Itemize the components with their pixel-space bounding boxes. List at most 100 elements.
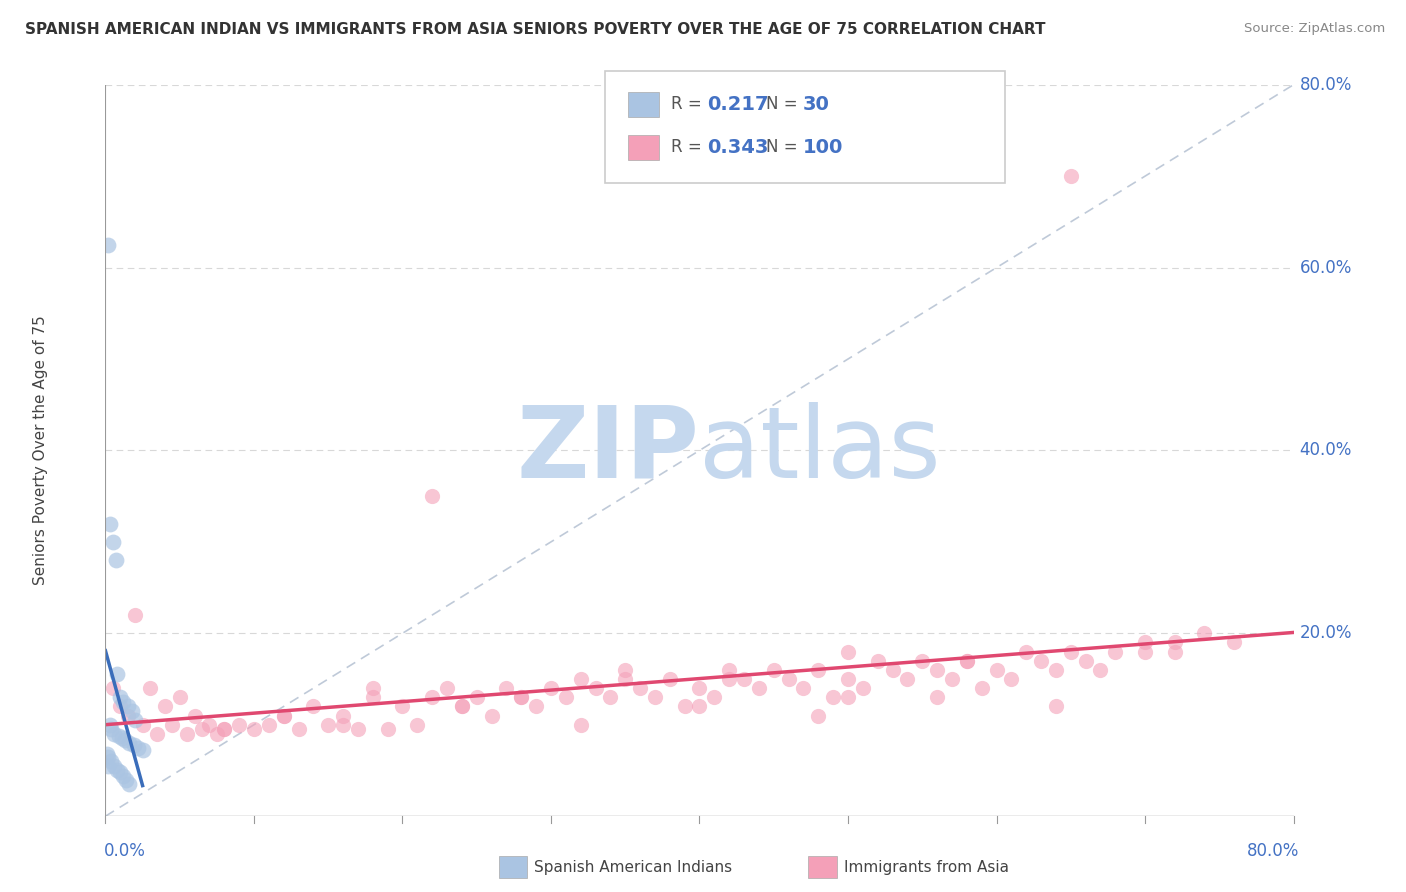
Point bbox=[1000, 672, 1022, 686]
Point bbox=[1164, 644, 1187, 658]
Text: N =: N = bbox=[766, 138, 803, 156]
Point bbox=[103, 727, 125, 741]
Point bbox=[1194, 626, 1216, 640]
Point bbox=[257, 717, 280, 731]
Point bbox=[111, 731, 134, 746]
Point bbox=[554, 690, 576, 705]
Point bbox=[273, 708, 295, 723]
Point bbox=[837, 644, 859, 658]
Point bbox=[105, 667, 128, 681]
Point bbox=[104, 553, 127, 567]
Point bbox=[420, 690, 443, 705]
Point bbox=[97, 749, 120, 764]
Point bbox=[970, 681, 993, 696]
Point bbox=[108, 729, 131, 743]
Point bbox=[1045, 663, 1067, 677]
Point bbox=[131, 717, 153, 731]
Point bbox=[121, 704, 143, 718]
Point bbox=[122, 738, 145, 752]
Point bbox=[96, 747, 118, 761]
Point bbox=[866, 654, 889, 668]
Text: Seniors Poverty Over the Age of 75: Seniors Poverty Over the Age of 75 bbox=[32, 316, 48, 585]
Point bbox=[1074, 654, 1097, 668]
Point bbox=[228, 717, 250, 731]
Point bbox=[585, 681, 607, 696]
Text: SPANISH AMERICAN INDIAN VS IMMIGRANTS FROM ASIA SENIORS POVERTY OVER THE AGE OF : SPANISH AMERICAN INDIAN VS IMMIGRANTS FR… bbox=[25, 22, 1046, 37]
Point bbox=[198, 717, 221, 731]
Point bbox=[896, 672, 918, 686]
Point bbox=[703, 690, 725, 705]
Text: R =: R = bbox=[671, 95, 707, 113]
Text: Spanish American Indians: Spanish American Indians bbox=[534, 860, 733, 874]
Point bbox=[986, 663, 1008, 677]
Point bbox=[191, 723, 214, 737]
Point bbox=[1133, 644, 1156, 658]
Point bbox=[762, 663, 785, 677]
Point bbox=[1104, 644, 1126, 658]
Point bbox=[118, 736, 141, 750]
Point bbox=[941, 672, 963, 686]
Point bbox=[391, 699, 413, 714]
Point bbox=[748, 681, 770, 696]
Point bbox=[112, 695, 135, 709]
Text: Source: ZipAtlas.com: Source: ZipAtlas.com bbox=[1244, 22, 1385, 36]
Point bbox=[98, 516, 121, 531]
Point bbox=[852, 681, 875, 696]
Point bbox=[131, 743, 153, 757]
Point bbox=[146, 727, 169, 741]
Point bbox=[1090, 663, 1112, 677]
Point bbox=[124, 608, 146, 623]
Point bbox=[614, 672, 637, 686]
Text: 60.0%: 60.0% bbox=[1299, 259, 1351, 277]
Point bbox=[524, 699, 547, 714]
Point bbox=[1029, 654, 1052, 668]
Point bbox=[214, 723, 236, 737]
Point bbox=[599, 690, 621, 705]
Point bbox=[689, 681, 711, 696]
Point bbox=[124, 713, 146, 727]
Point bbox=[1060, 169, 1083, 184]
Text: 100: 100 bbox=[803, 137, 844, 157]
Text: atlas: atlas bbox=[700, 402, 941, 499]
Point bbox=[100, 723, 122, 737]
Point bbox=[450, 699, 472, 714]
Point bbox=[1045, 699, 1067, 714]
Point bbox=[110, 765, 132, 780]
Point bbox=[243, 723, 266, 737]
Point bbox=[287, 723, 309, 737]
Point bbox=[911, 654, 934, 668]
Point bbox=[510, 690, 533, 705]
Point bbox=[807, 708, 830, 723]
Text: 0.217: 0.217 bbox=[707, 95, 769, 114]
Point bbox=[465, 690, 488, 705]
Point bbox=[956, 654, 979, 668]
Point bbox=[1223, 635, 1246, 649]
Point bbox=[302, 699, 325, 714]
Text: 20.0%: 20.0% bbox=[1299, 624, 1353, 642]
Point bbox=[481, 708, 503, 723]
Point bbox=[139, 681, 162, 696]
Point bbox=[927, 690, 949, 705]
Point bbox=[114, 733, 136, 747]
Point bbox=[97, 759, 120, 773]
Point bbox=[377, 723, 399, 737]
Point bbox=[807, 663, 830, 677]
Point bbox=[105, 764, 128, 778]
Point bbox=[205, 727, 228, 741]
Point bbox=[332, 717, 354, 731]
Point bbox=[406, 717, 429, 731]
Text: Immigrants from Asia: Immigrants from Asia bbox=[844, 860, 1008, 874]
Point bbox=[101, 534, 124, 549]
Point bbox=[792, 681, 814, 696]
Point bbox=[1133, 635, 1156, 649]
Point bbox=[837, 672, 859, 686]
Point bbox=[332, 708, 354, 723]
Point bbox=[956, 654, 979, 668]
Point bbox=[495, 681, 517, 696]
Point bbox=[1164, 635, 1187, 649]
Text: ZIP: ZIP bbox=[516, 402, 700, 499]
Point bbox=[882, 663, 904, 677]
Text: 40.0%: 40.0% bbox=[1299, 442, 1351, 459]
Point bbox=[117, 708, 139, 723]
Point bbox=[176, 727, 198, 741]
